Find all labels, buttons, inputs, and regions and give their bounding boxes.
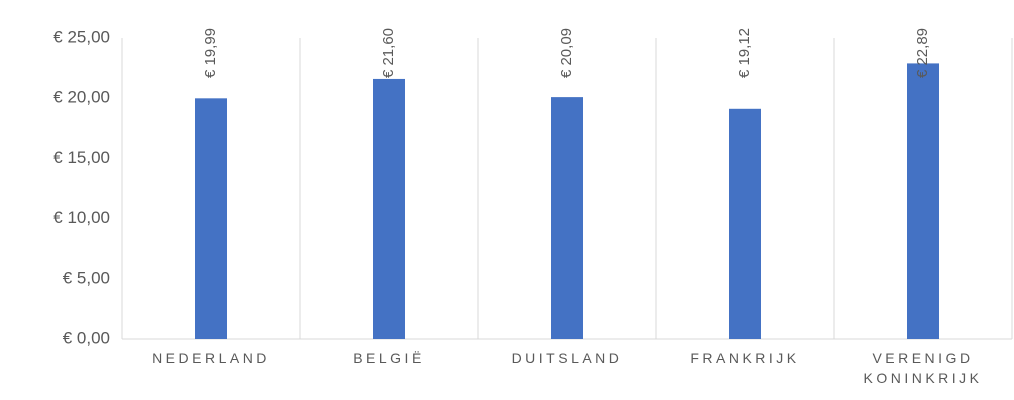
y-tick-label: € 0,00 — [63, 328, 110, 347]
x-tick-label: DUITSLAND — [511, 350, 623, 366]
y-tick-label: € 15,00 — [53, 148, 110, 167]
x-tick-label: VERENIGD KONINKRIJK — [863, 350, 983, 386]
value-label: € 19,12 — [736, 28, 753, 78]
x-tick-label-box: VERENIGD KONINKRIJK — [863, 350, 983, 386]
y-tick-label: € 25,00 — [53, 27, 110, 46]
bar — [373, 78, 405, 339]
bar — [729, 108, 761, 339]
value-label: € 21,60 — [380, 28, 397, 78]
x-tick-label: NEDERLAND — [152, 350, 270, 366]
y-tick-label: € 20,00 — [53, 88, 110, 107]
y-tick-label: € 5,00 — [63, 268, 110, 287]
x-tick-label: BELGIË — [353, 350, 425, 366]
x-tick-label-box: NEDERLAND — [152, 350, 270, 366]
bar — [551, 97, 583, 340]
x-tick-label: FRANKRIJK — [690, 350, 800, 366]
bar — [195, 98, 227, 339]
value-label: € 19,99 — [202, 28, 219, 78]
bar — [907, 63, 939, 340]
x-tick-label-box: DUITSLAND — [511, 350, 623, 366]
value-label: € 22,89 — [914, 28, 931, 78]
x-tick-label-box: BELGIË — [353, 350, 425, 366]
x-tick-label-box: FRANKRIJK — [690, 350, 800, 366]
value-label: € 20,09 — [558, 28, 575, 78]
y-tick-label: € 10,00 — [53, 208, 110, 227]
